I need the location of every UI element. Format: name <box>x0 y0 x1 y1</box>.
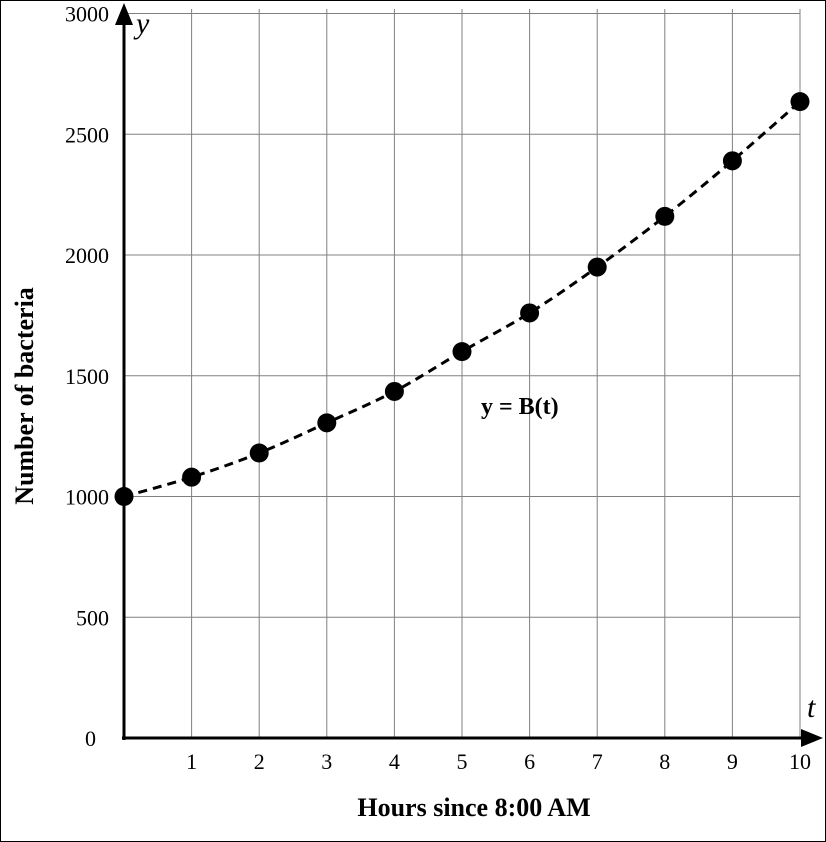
data-point <box>520 303 540 323</box>
x-tick-label: 3 <box>321 749 332 774</box>
data-point <box>790 92 810 112</box>
x-tick-label: 6 <box>524 749 535 774</box>
grid <box>124 9 801 738</box>
y-tick-label: 500 <box>76 605 109 630</box>
data-point <box>722 151 742 171</box>
data-point <box>114 487 134 506</box>
data-point <box>587 257 607 277</box>
x-axis-arrowhead <box>801 729 823 747</box>
y-tick-label: 2500 <box>65 122 109 147</box>
data-point <box>249 443 269 463</box>
y-tick-label: 2000 <box>65 243 109 268</box>
y-axis-title: Number of bacteria <box>10 287 39 505</box>
data-point <box>317 413 337 433</box>
data-point <box>452 342 472 362</box>
y-tick-label: 1000 <box>65 485 109 510</box>
x-tick-label: 4 <box>389 749 400 774</box>
curve-label: y = B(t) <box>481 394 559 420</box>
x-tick-label: 8 <box>659 749 670 774</box>
data-point <box>182 467 202 487</box>
y-tick-label: 0 <box>85 726 96 751</box>
x-tick-label: 10 <box>789 749 811 774</box>
axes <box>115 3 823 747</box>
x-axis-variable: t <box>807 691 816 724</box>
x-tick-label: 1 <box>186 749 197 774</box>
data-point <box>384 381 404 401</box>
y-axis-variable: y <box>133 7 150 40</box>
data-points <box>114 92 810 506</box>
tick-labels: 1 2 3 4 5 6 7 8 9 10 0 500 1000 1500 2000 2500 3000 <box>65 2 811 775</box>
y-tick-label: 1500 <box>65 364 109 389</box>
y-tick-label: 3000 <box>65 2 109 27</box>
x-tick-label: 9 <box>727 749 738 774</box>
y-axis-arrowhead <box>115 3 133 25</box>
x-tick-label: 2 <box>254 749 265 774</box>
x-axis-title: Hours since 8:00 AM <box>357 793 590 822</box>
x-tick-label: 7 <box>592 749 603 774</box>
x-tick-label: 5 <box>457 749 468 774</box>
data-point <box>655 206 675 226</box>
